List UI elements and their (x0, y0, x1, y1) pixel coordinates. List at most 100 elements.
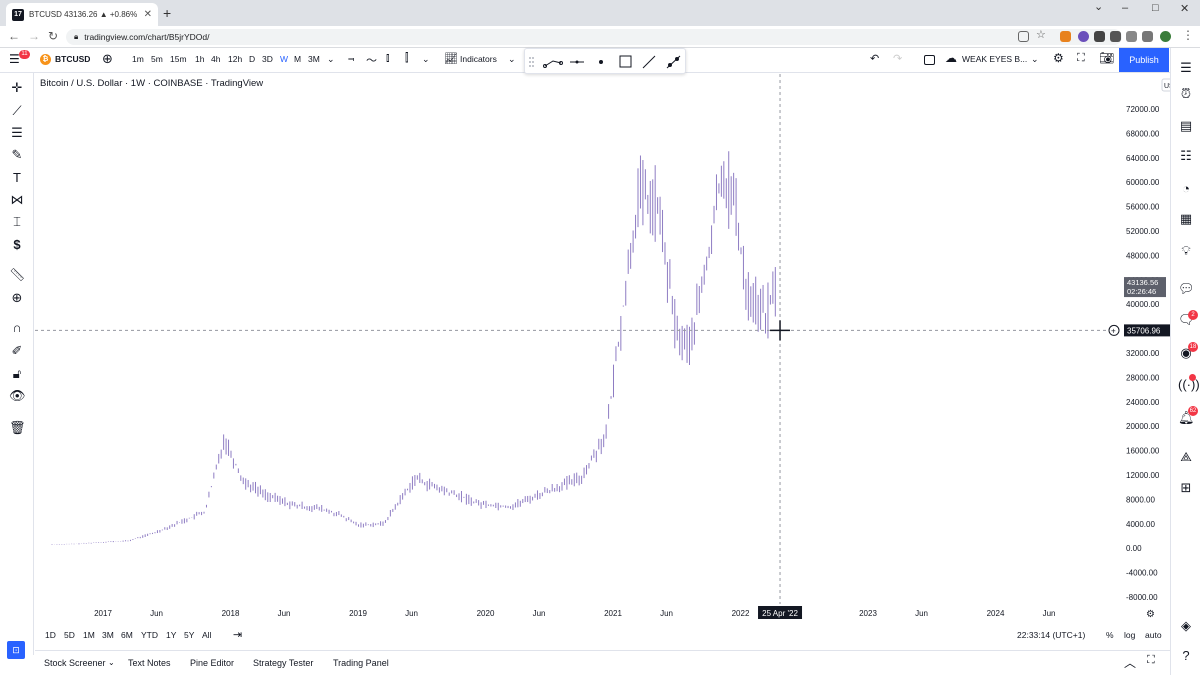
zoom-in-icon[interactable]: ⊕ (11, 290, 23, 305)
back-icon[interactable]: ← (8, 29, 20, 43)
interval-3d[interactable]: 3D (262, 54, 273, 64)
forward-icon[interactable]: → (28, 29, 40, 43)
watchlist-icon[interactable]: ☰ (1180, 60, 1192, 75)
go-to-date-icon[interactable]: ⇥ (233, 629, 243, 641)
interval-w[interactable]: W (280, 54, 289, 64)
redo-icon[interactable]: ↷ (893, 53, 903, 65)
price-range-tool-icon[interactable]: $ (13, 237, 21, 252)
dot-icon[interactable] (599, 60, 603, 64)
interval-1h[interactable]: 1h (195, 54, 205, 64)
trend-line-tool-icon[interactable]: ⟋ (12, 103, 22, 118)
prediction-tool-icon[interactable]: ⌶ (13, 214, 21, 229)
profile-avatar[interactable] (1160, 31, 1171, 42)
ideas-lightbulb-icon[interactable]: 💡︎ (1181, 243, 1191, 258)
tab-search-icon[interactable]: ⌄ (1094, 1, 1104, 13)
range-ytd[interactable]: YTD (141, 630, 158, 640)
close-tab-icon[interactable]: ✕ (143, 9, 152, 20)
lock-drawings-icon[interactable]: 🔓︎ (12, 366, 22, 381)
undo-icon[interactable]: ↶ (870, 53, 880, 65)
trend-line-icon[interactable] (543, 60, 563, 68)
range-1y[interactable]: 1Y (166, 630, 177, 640)
range-1m[interactable]: 1M (83, 630, 95, 640)
tab-pine-editor[interactable]: Pine Editor (190, 658, 235, 668)
interval-m[interactable]: M (294, 54, 302, 64)
horizontal-line-icon[interactable] (570, 60, 584, 64)
layout-icon[interactable] (924, 55, 935, 65)
range-5y[interactable]: 5Y (184, 630, 195, 640)
alerts-clock-icon[interactable]: ⏰︎ (1180, 86, 1192, 101)
data-window-icon[interactable]: ▤ (1179, 118, 1193, 133)
chevron-down-icon[interactable]: ⌄ (1031, 54, 1039, 64)
price-chart[interactable]: 72000.00 68000.00 64000.00 60000.00 56000.00… (35, 74, 1170, 626)
indicators-icon[interactable]: 📈︎ (444, 53, 458, 65)
metamask-extension-icon[interactable] (1060, 31, 1071, 42)
extension-icon[interactable] (1094, 31, 1105, 42)
interval-3m[interactable]: 3M (308, 54, 320, 64)
stay-in-drawing-mode-icon[interactable]: ✐ (11, 343, 23, 358)
browser-menu-icon[interactable]: ⋮ (1182, 28, 1194, 42)
close-window-button[interactable]: ✕ (1180, 3, 1190, 15)
interval-5m[interactable]: 5m (151, 54, 163, 64)
calendar-icon[interactable]: ◔ (1182, 181, 1190, 196)
tab-stock-screener[interactable]: Stock Screener (44, 658, 106, 668)
interval-d[interactable]: D (249, 54, 256, 64)
clock-timezone[interactable]: 22:33:14 (UTC+1) (1017, 630, 1086, 640)
layers-icon[interactable]: ◈ (1181, 618, 1191, 633)
pattern-tool-icon[interactable]: ⋈ (10, 192, 24, 207)
range-6m[interactable]: 6M (121, 630, 133, 640)
range-1d[interactable]: 1D (45, 630, 56, 640)
candle-chart-type-icon[interactable]: ⫾ (386, 52, 390, 64)
trash-icon[interactable]: 🗑︎ (9, 420, 26, 435)
streams-icon[interactable]: ◉ (1180, 345, 1192, 360)
ray-line-icon[interactable] (642, 55, 656, 69)
broadcast-icon[interactable]: ((·)) (1178, 377, 1200, 392)
crosshair-cursor-icon[interactable]: ✛ (11, 80, 23, 95)
extension-icon[interactable] (1110, 31, 1121, 42)
chevron-down-icon[interactable]: ⌄ (422, 54, 430, 64)
maximize-button[interactable]: □ (1152, 2, 1159, 14)
minimize-button[interactable]: – (1122, 2, 1129, 14)
publish-button[interactable]: Publish (1119, 48, 1169, 72)
tab-text-notes[interactable]: Text Notes (128, 658, 171, 668)
new-tab-button[interactable]: + (163, 5, 172, 21)
help-icon[interactable]: ? (1182, 648, 1190, 663)
order-panel-icon[interactable]: ⊞ (1180, 480, 1192, 495)
interval-15m[interactable]: 15m (170, 54, 187, 64)
symbol-search-button[interactable]: BTCUSD (55, 54, 91, 64)
chevron-down-icon[interactable]: ⌄ (108, 658, 115, 667)
range-3m[interactable]: 3M (102, 630, 114, 640)
magnet-icon[interactable]: ∩ (12, 320, 22, 335)
range-5d[interactable]: 5D (64, 630, 75, 640)
range-all[interactable]: All (202, 630, 212, 640)
hotlists-icon[interactable]: ☷ (1180, 148, 1192, 163)
indicators-button[interactable]: Indicators (460, 54, 497, 64)
browser-tab[interactable]: 17 BTCUSD 43136.26 ▲ +0.86% WE ✕ (6, 3, 158, 26)
ruler-icon[interactable]: 📏︎ (9, 267, 26, 282)
menu-icon[interactable]: ☰ (9, 52, 20, 66)
auto-scale-toggle[interactable]: auto (1145, 630, 1162, 640)
log-scale-toggle[interactable]: log (1124, 630, 1136, 640)
fib-retracement-icon[interactable]: ☰ (11, 125, 23, 140)
extended-line-icon[interactable] (666, 55, 681, 69)
compare-symbol-icon[interactable]: ⊕ (102, 51, 113, 66)
hide-drawings-eye-icon[interactable]: 👁︎ (9, 388, 26, 403)
snapshot-camera-icon[interactable]: 📷︎ (1099, 51, 1115, 65)
interval-1m[interactable]: 1m (132, 54, 144, 64)
reload-icon[interactable]: ↻ (48, 29, 59, 43)
extension-icon[interactable] (1078, 31, 1089, 42)
brush-tool-icon[interactable]: ✎ (11, 147, 23, 162)
text-tool-icon[interactable]: T (13, 170, 21, 185)
object-tree-icon[interactable]: ⊡ (7, 641, 25, 659)
layout-name-button[interactable]: WEAK EYES B... (962, 54, 1028, 64)
tab-trading-panel[interactable]: Trading Panel (333, 658, 389, 668)
interval-4h[interactable]: 4h (211, 54, 221, 64)
bar-chart-type-icon[interactable]: ⫬ (348, 52, 355, 64)
line-chart-type-icon[interactable]: 〜 (366, 55, 377, 67)
percent-scale-toggle[interactable]: % (1106, 630, 1114, 640)
chevron-down-icon[interactable]: ⌄ (327, 54, 335, 64)
interval-12h[interactable]: 12h (228, 54, 243, 64)
chats-icon[interactable]: 💬︎ (1178, 281, 1195, 296)
drag-handle-icon[interactable] (529, 57, 534, 67)
signals-icon[interactable]: ⟁ (1180, 449, 1192, 464)
heikin-ashi-icon[interactable]: ⫿ (405, 52, 409, 64)
